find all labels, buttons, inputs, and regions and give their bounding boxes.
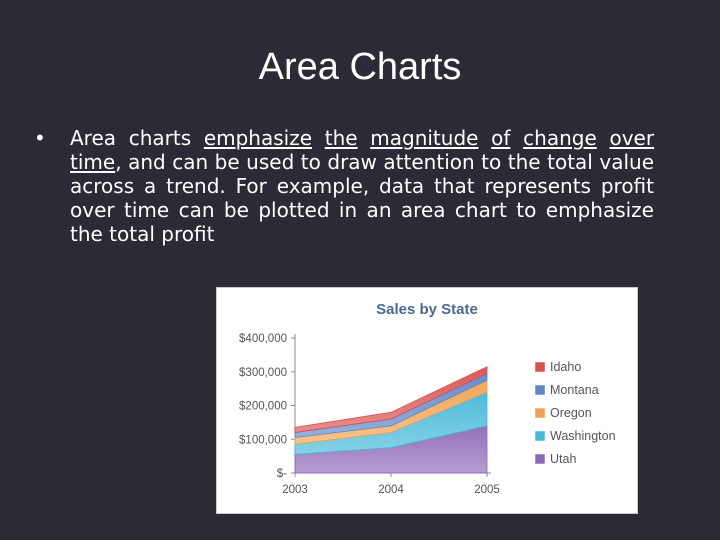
y-tick-label: $100,000 [239, 434, 287, 446]
slide-title: Area Charts [258, 46, 462, 88]
chart-canvas: Sales by State $- $100,000 $200,000 $300,000… [239, 301, 616, 496]
bullet-marker: • [34, 126, 46, 150]
bullet-point: • Area charts emphasize the magnitude of… [34, 126, 654, 246]
y-tick-label: $200,000 [239, 401, 287, 413]
y-tick-label: $300,000 [239, 367, 287, 379]
legend-swatch-oregon [534, 407, 546, 419]
legend-swatch-utah [534, 453, 546, 465]
legend-label-oregon: Oregon [550, 406, 592, 420]
underlined-phrase: of [491, 126, 511, 150]
legend-label-montana: Montana [550, 383, 599, 397]
text-segment [597, 126, 610, 150]
text-segment: , and can be used to draw attention to t… [70, 150, 654, 246]
text-segment [312, 126, 325, 150]
x-tick-label: 2003 [282, 484, 308, 496]
legend-swatch-washington [534, 430, 546, 442]
x-tick-label: 2004 [378, 484, 404, 496]
text-segment: Area charts [70, 126, 204, 150]
y-tick-label: $400,000 [239, 333, 287, 345]
underlined-phrase: magnitude [370, 126, 479, 150]
legend-swatch-montana [534, 384, 546, 396]
text-segment [510, 126, 523, 150]
underlined-phrase: the [324, 126, 358, 150]
legend-label-washington: Washington [550, 429, 616, 443]
text-segment [358, 126, 371, 150]
underlined-phrase: change [523, 126, 597, 150]
area-chart: Sales by State $- $100,000 $200,000 $300,000… [217, 288, 637, 513]
underlined-phrase: emphasize [203, 126, 313, 150]
underlined-phrase: over time [70, 126, 655, 174]
legend-swatch-idaho [534, 361, 546, 373]
x-tick-label: 2005 [474, 484, 500, 496]
area-series-idaho [294, 366, 488, 433]
y-tick-label: $- [277, 468, 287, 480]
chart-title: Sales by State [376, 301, 478, 318]
bullet-text: Area charts emphasize the magnitude of c… [70, 126, 654, 246]
legend-label-utah: Utah [550, 452, 576, 466]
text-segment [478, 126, 491, 150]
legend-label-idaho: Idaho [550, 360, 581, 374]
